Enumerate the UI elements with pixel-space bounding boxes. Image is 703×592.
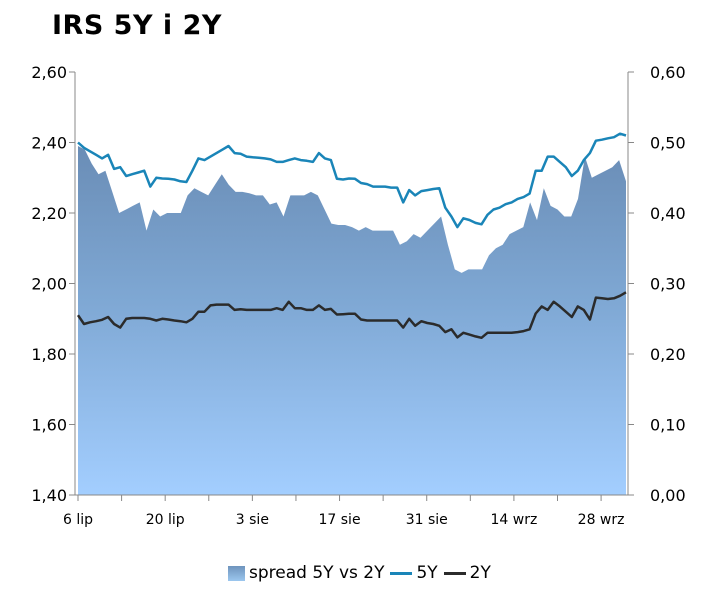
right-tick-label: 0,60 bbox=[650, 63, 686, 82]
right-tick-label: 0,50 bbox=[650, 134, 686, 153]
legend-swatch-spread bbox=[228, 565, 245, 581]
legend: spread 5Y vs 2Y 5Y 2Y bbox=[228, 563, 491, 583]
right-tick-label: 0,10 bbox=[650, 416, 686, 435]
legend-label-5y: 5Y bbox=[416, 563, 438, 583]
left-tick-label: 2,60 bbox=[31, 63, 67, 82]
right-tick-label: 0,30 bbox=[650, 275, 686, 294]
left-tick-label: 2,40 bbox=[31, 134, 67, 153]
x-tick-label: 6 lip bbox=[63, 512, 93, 528]
x-tick-label: 28 wrz bbox=[578, 512, 625, 528]
legend-item-2y: 2Y bbox=[443, 563, 491, 583]
left-tick-label: 1,60 bbox=[31, 416, 67, 435]
legend-swatch-5y bbox=[390, 571, 413, 575]
x-tick-label: 14 wrz bbox=[490, 512, 537, 528]
legend-label-2y: 2Y bbox=[469, 563, 491, 583]
x-tick-label: 20 lip bbox=[146, 512, 185, 528]
series-line-2y bbox=[76, 291, 627, 340]
left-tick-label: 1,80 bbox=[31, 345, 67, 364]
chart-title: IRS 5Y i 2Y bbox=[52, 10, 222, 41]
x-tick-label: 3 sie bbox=[236, 512, 269, 528]
legend-item-spread: spread 5Y vs 2Y bbox=[228, 563, 384, 583]
x-tick-label: 17 sie bbox=[319, 512, 361, 528]
x-tick-label: 31 sie bbox=[406, 512, 448, 528]
left-tick-label: 2,00 bbox=[31, 275, 67, 294]
left-tick-label: 1,40 bbox=[31, 486, 67, 505]
series-line-5y bbox=[77, 132, 627, 229]
legend-item-5y: 5Y bbox=[390, 563, 438, 583]
legend-label-spread: spread 5Y vs 2Y bbox=[249, 563, 385, 583]
right-tick-label: 0,40 bbox=[650, 204, 686, 223]
series-area-spread bbox=[78, 146, 626, 495]
right-tick-label: 0,20 bbox=[650, 345, 686, 364]
legend-swatch-2y bbox=[443, 571, 466, 575]
right-tick-label: 0,00 bbox=[650, 486, 686, 505]
left-tick-label: 2,20 bbox=[31, 204, 67, 223]
